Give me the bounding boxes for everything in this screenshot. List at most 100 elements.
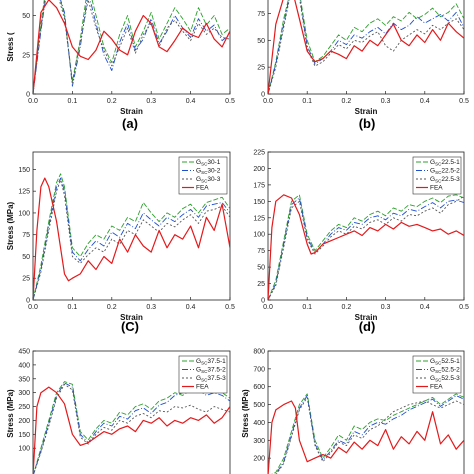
x-tick-label: 0.2 [107, 98, 117, 105]
series-line-3 [268, 195, 464, 300]
legend-label: FEA [196, 384, 209, 391]
x-tick-label: 0.5 [225, 98, 235, 105]
chart-panel-5: 100 150 200 250 300 350 400 450 Stress (MPa) GSC3… [6, 349, 231, 474]
y-tick-label: 400 [18, 362, 30, 369]
legend-label: GSC30-3 [196, 176, 221, 184]
x-tick-label: 0.1 [68, 98, 78, 105]
x-tick-label: 0.0 [28, 98, 38, 105]
chart-panel-3: 0.0 0.1 0.2 0.3 0.4 0.5 0 25 50 75 100 125 150 Strain… [6, 151, 235, 334]
panel-caption: (d) [359, 319, 376, 334]
x-tick-label: 0.3 [146, 304, 156, 311]
x-tick-label: 0.0 [263, 304, 273, 311]
series-line-2 [33, 382, 230, 474]
series-line-1 [268, 0, 464, 94]
y-tick-label: 300 [18, 390, 30, 397]
y-tick-label: 75 [257, 248, 265, 255]
y-tick-label: 125 [18, 189, 30, 196]
legend-label: GSC52.5-3 [430, 375, 460, 383]
y-tick-label: 75 [257, 11, 265, 18]
y-tick-label: 175 [253, 182, 265, 189]
legend-label: GSC52.5-1 [430, 358, 460, 366]
y-tick-label: 200 [253, 166, 265, 173]
y-tick-label: 100 [18, 210, 30, 217]
series-line-1 [271, 393, 464, 474]
series-line-3 [276, 396, 464, 474]
y-tick-label: 25 [22, 276, 30, 283]
x-tick-label: 0.4 [420, 304, 430, 311]
series-line-1 [33, 0, 230, 94]
plot-frame [267, 350, 465, 474]
plot-frame [267, 151, 465, 301]
y-tick-label: 350 [18, 376, 30, 383]
y-tick-label: 50 [257, 38, 265, 45]
y-tick-label: 0 [26, 298, 30, 305]
chart-panel-4: 0.0 0.1 0.2 0.3 0.4 0.5 0 25 50 75 100 125 150 175 200… [253, 150, 469, 335]
y-tick-label: 50 [22, 254, 30, 261]
x-tick-label: 0.1 [302, 98, 312, 105]
x-tick-label: 0.3 [146, 98, 156, 105]
series-line-2 [268, 197, 464, 300]
x-tick-label: 0.0 [28, 304, 38, 311]
x-tick-label: 0.5 [459, 304, 469, 311]
y-tick-label: 300 [253, 438, 265, 445]
series-line-3 [268, 0, 464, 94]
y-axis-label: Stress (MPa) [241, 389, 250, 438]
series-line-4 [268, 194, 464, 300]
legend-label: GSC37.5-3 [196, 375, 226, 383]
x-tick-label: 0.2 [342, 98, 352, 105]
x-tick-label: 0.4 [186, 304, 196, 311]
legend-label: GSC52.5-2 [430, 367, 460, 375]
y-tick-label: 0 [261, 298, 265, 305]
chart-panel-2: 0.0 0.1 0.2 0.3 0.4 0.5 0 25 50 75 Strain(b) [257, 0, 469, 131]
series-line-1 [33, 173, 230, 300]
y-tick-label: 125 [253, 215, 265, 222]
x-tick-label: 0.5 [225, 304, 235, 311]
y-tick-label: 400 [253, 420, 265, 427]
panel-caption: (C) [121, 319, 139, 334]
y-tick-label: 75 [22, 232, 30, 239]
y-tick-label: 100 [253, 232, 265, 239]
x-tick-label: 0.4 [420, 98, 430, 105]
y-tick-label: 0 [26, 92, 30, 99]
legend-label: GSC30-2 [196, 168, 221, 176]
series-line-2 [274, 395, 464, 474]
y-tick-label: 150 [18, 432, 30, 439]
series-line-2 [33, 0, 230, 94]
plot-frame [32, 0, 231, 95]
y-tick-label: 150 [18, 167, 30, 174]
x-axis-label: Strain [120, 107, 143, 116]
plot-frame [32, 350, 231, 474]
series-line-4 [33, 0, 230, 94]
y-tick-label: 600 [253, 384, 265, 391]
y-tick-label: 200 [18, 418, 30, 425]
series-line-1 [268, 194, 464, 300]
y-tick-label: 25 [22, 52, 30, 59]
y-tick-label: 50 [257, 265, 265, 272]
series-line-4 [268, 400, 464, 474]
legend-label: FEA [430, 185, 443, 192]
series-line-4 [33, 177, 230, 300]
x-tick-label: 0.5 [459, 98, 469, 105]
legend-label: GSC37.5-2 [196, 367, 226, 375]
y-tick-label: 225 [253, 150, 265, 157]
series-line-4 [33, 386, 230, 474]
x-axis-label: Strain [355, 107, 378, 116]
y-axis-label: Stress (MPa) [6, 201, 15, 250]
chart-panel-1: 0.0 0.1 0.2 0.3 0.4 0.5 0 25 50 Strain Stress ((a) [6, 0, 235, 131]
x-axis-label: Strain [355, 313, 378, 322]
x-axis-label: Strain [120, 313, 143, 322]
plot-frame [267, 0, 465, 95]
series-line-1 [33, 381, 230, 474]
y-tick-label: 200 [253, 456, 265, 463]
y-tick-label: 450 [18, 349, 30, 356]
series-line-2 [268, 0, 464, 94]
x-tick-label: 0.4 [186, 98, 196, 105]
x-tick-label: 0.3 [381, 98, 391, 105]
x-tick-label: 0.1 [68, 304, 78, 311]
legend-label: FEA [196, 185, 209, 192]
series-line-3 [33, 179, 230, 300]
